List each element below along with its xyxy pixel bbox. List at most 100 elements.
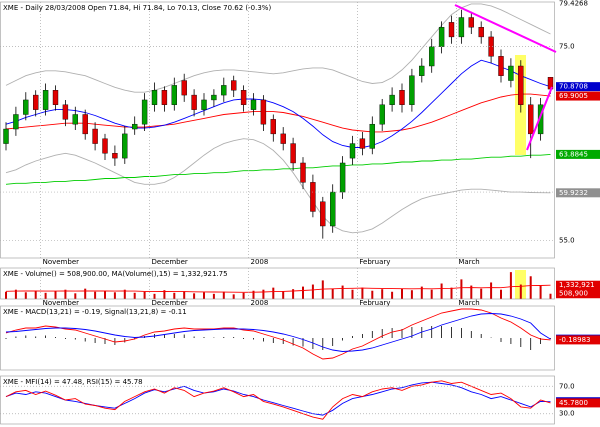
volume-bar (44, 292, 47, 299)
candle-body (389, 94, 395, 105)
volume-bar (539, 285, 542, 299)
candle-body (250, 99, 257, 110)
volume-bar (509, 272, 512, 299)
panel-frame (0, 1, 555, 259)
marker-label: 45.7800 (559, 399, 588, 407)
candle-body (339, 162, 346, 193)
volume-bar (440, 283, 443, 299)
marker-label: 70.8708 (559, 83, 588, 91)
series-line (5, 380, 551, 420)
candle-body (201, 99, 207, 110)
marker-label: 63.8845 (559, 150, 588, 158)
candle-body (181, 80, 187, 96)
series-line (5, 3, 551, 93)
value-marker (556, 289, 600, 299)
panel-title: XME - MACD(13,21) = -0.19, Signal(13,21,… (3, 308, 187, 316)
candle-body (290, 143, 296, 164)
candle-body (72, 114, 79, 125)
value-marker (556, 280, 600, 290)
volume-bar (222, 291, 225, 299)
candle-body (399, 90, 405, 105)
candle-body (369, 123, 375, 149)
volume-bar (460, 279, 463, 299)
volume-bar (14, 289, 17, 299)
value-marker (556, 91, 600, 101)
y-tick-label: 75.0 (559, 43, 575, 51)
volume-bar (212, 293, 215, 299)
highlight (515, 270, 526, 299)
candle-body (171, 85, 178, 105)
candle-body (112, 153, 118, 159)
panel-title: XME - Daily 28/03/2008 Open 71.84, Hi 71… (3, 4, 271, 12)
candle-body (458, 17, 465, 38)
volume-bar (74, 293, 77, 299)
volume-bar (104, 290, 106, 299)
candle-body (13, 114, 19, 130)
candle-body (211, 94, 217, 101)
panel (3, 3, 554, 239)
x-tick-label: November (43, 258, 80, 266)
value-marker (556, 335, 600, 345)
candle-body (102, 138, 108, 154)
series-line (5, 153, 551, 185)
volume-bar (163, 290, 166, 299)
volume-bar (480, 288, 483, 299)
volume-bar (302, 286, 304, 299)
candle-body (92, 128, 98, 144)
candle-body (508, 65, 514, 81)
candle-body (230, 80, 237, 91)
candle-body (429, 46, 435, 67)
volume-bar (410, 290, 413, 299)
x-tick-label: 2008 (251, 258, 269, 266)
volume-bar (143, 291, 146, 299)
series-line (5, 138, 551, 234)
volume-bar (450, 287, 453, 299)
candle-body (33, 94, 39, 110)
volume-bar (420, 286, 423, 299)
candle-body (131, 123, 138, 130)
volume-bar (242, 292, 245, 299)
volume-bar (153, 293, 156, 299)
volume-bar (34, 290, 37, 299)
candle-body (409, 75, 415, 105)
candle-body (42, 90, 49, 110)
series-line (5, 59, 551, 148)
marker-label: -0.18983 (559, 336, 590, 344)
volume-bar (470, 285, 473, 299)
marker-label: 1,332,921 (559, 281, 595, 289)
candle-body (448, 22, 455, 38)
volume-bar (84, 288, 87, 299)
value-marker (556, 188, 600, 198)
series-line (5, 284, 551, 293)
candle-body (280, 133, 286, 144)
volume-bar (361, 287, 364, 299)
marker-label: 508,900 (559, 290, 588, 298)
candle-body (330, 191, 336, 227)
volume-bar (292, 289, 295, 299)
candle-body (359, 138, 366, 149)
candle-body (151, 90, 158, 105)
candle-body (438, 27, 445, 47)
panel-frame (0, 267, 555, 300)
candle-body (498, 56, 504, 76)
candle-body (240, 90, 247, 105)
series-line (5, 381, 551, 416)
volume-bar (529, 276, 532, 299)
candle-body (161, 90, 168, 105)
candle-body (518, 65, 524, 105)
candle-body (221, 85, 227, 96)
series-line (5, 93, 551, 133)
candle-body (488, 36, 494, 57)
series-line (5, 308, 551, 360)
volume-bar (94, 291, 97, 299)
marker-label: 59.9232 (559, 189, 588, 197)
x-tick-label: November (43, 299, 80, 307)
marker-label: 69.9005 (559, 92, 588, 100)
trend-line (454, 4, 557, 53)
value-marker (556, 82, 600, 92)
x-tick-label: December (152, 258, 188, 266)
volume-bar (232, 294, 235, 299)
volume-bar (5, 291, 7, 299)
volume-bar (371, 290, 374, 299)
